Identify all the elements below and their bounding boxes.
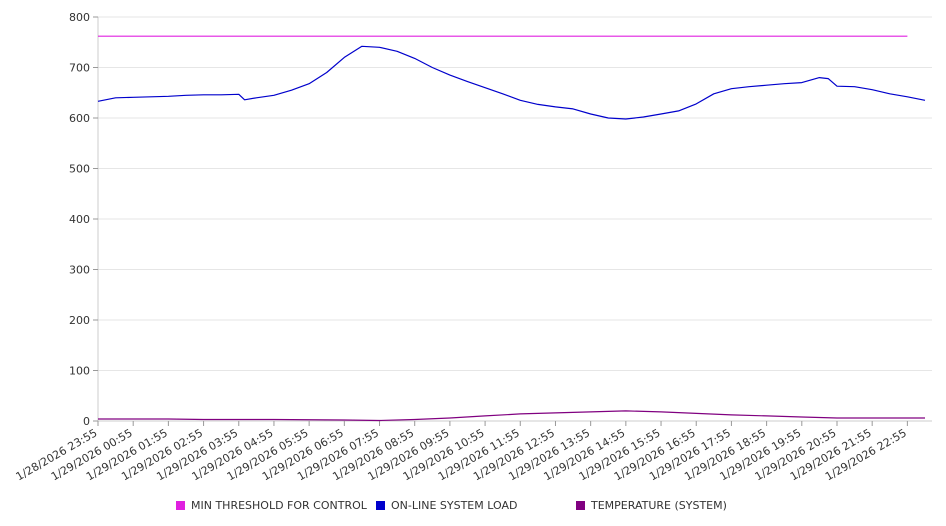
y-tick-label: 500 [69, 163, 90, 176]
x-axis-ticks: 1/28/2026 23:551/29/2026 00:551/29/2026 … [14, 421, 909, 483]
legend: MIN THRESHOLD FOR CONTROL ON-LINE SYSTEM… [0, 499, 946, 513]
legend-item-system-load: ON-LINE SYSTEM LOAD [376, 499, 517, 512]
legend-label-temperature: TEMPERATURE (SYSTEM) [591, 499, 727, 512]
y-tick-label: 100 [69, 365, 90, 378]
y-tick-label: 700 [69, 62, 90, 75]
legend-item-temperature: TEMPERATURE (SYSTEM) [576, 499, 727, 512]
series-lines [97, 35, 926, 422]
legend-label-system-load: ON-LINE SYSTEM LOAD [391, 499, 518, 512]
series-line-system-load [97, 45, 926, 120]
legend-label-min-threshold: MIN THRESHOLD FOR CONTROL [191, 499, 367, 512]
legend-item-min-threshold: MIN THRESHOLD FOR CONTROL [176, 499, 367, 512]
y-tick-label: 400 [69, 213, 90, 226]
y-tick-label: 200 [69, 314, 90, 327]
y-tick-label: 600 [69, 112, 90, 125]
series-line-temperature [98, 410, 925, 422]
legend-swatch-temperature [576, 501, 585, 510]
y-axis-ticks: 0 100 200 300 400 500 600 700 800 [69, 11, 98, 428]
legend-swatch-system-load [376, 501, 385, 510]
y-tick-label: 800 [69, 11, 90, 24]
gridlines [98, 16, 932, 371]
legend-swatch-min-threshold [176, 501, 185, 510]
y-tick-label: 300 [69, 264, 90, 277]
y-tick-label: 0 [83, 415, 90, 428]
